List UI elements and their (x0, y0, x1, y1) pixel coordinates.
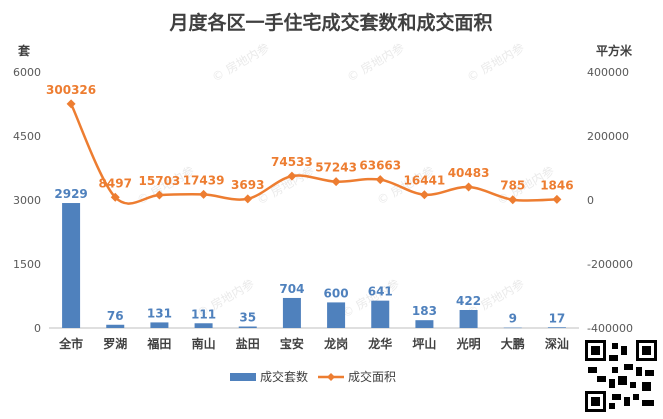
y-left-tick-label: 3000 (13, 194, 41, 207)
bar-data-label: 111 (191, 307, 216, 321)
qr-code-icon (585, 340, 657, 412)
bar-data-label: 131 (147, 306, 172, 320)
x-tick-label: 全市 (58, 336, 83, 351)
line-point-全市 (66, 99, 76, 109)
line-data-label: 300326 (46, 83, 96, 97)
x-tick-label: 深汕 (545, 336, 569, 351)
watermark: © 房地内参 (209, 40, 272, 85)
line-point-宝安 (287, 171, 297, 181)
line-data-label: 16441 (404, 174, 446, 188)
line-data-label: 15703 (139, 174, 181, 188)
line-data-label: 785 (500, 179, 525, 193)
bar-大鹏 (503, 327, 522, 329)
legend-line-label: 成交面积 (348, 369, 396, 384)
y-right-tick-label: 400000 (587, 66, 629, 79)
bar-南山 (194, 323, 213, 328)
bar-龙华 (371, 300, 390, 328)
line-series-path (69, 103, 557, 205)
x-tick-label: 光明 (456, 336, 481, 351)
line-data-label: 8497 (99, 176, 132, 190)
line-point-深汕 (552, 194, 562, 204)
y-right-tick-label: 200000 (587, 130, 629, 143)
line-data-label: 1846 (540, 178, 573, 192)
bar-data-label: 35 (239, 311, 256, 325)
legend-bar-swatch (230, 373, 256, 381)
x-tick-label: 宝安 (280, 336, 304, 351)
bar-光明 (459, 309, 478, 328)
bar-深汕 (547, 327, 566, 328)
x-tick-label: 龙岗 (324, 336, 348, 351)
line-point-福田 (154, 190, 164, 200)
line-point-罗湖 (110, 192, 120, 202)
bar-data-label: 600 (324, 286, 349, 300)
bar-全市 (62, 203, 81, 328)
y-left-tick-label: 4500 (13, 130, 41, 143)
bar-data-label: 641 (368, 285, 393, 299)
line-data-label: 63663 (359, 159, 401, 173)
bar-data-label: 2929 (54, 187, 87, 201)
x-tick-label: 罗湖 (103, 336, 127, 351)
x-tick-label: 福田 (146, 336, 171, 351)
line-data-label: 40483 (448, 166, 490, 180)
legend-line-marker (327, 373, 335, 381)
y-right-tick-label: -400000 (587, 322, 633, 335)
line-point-盐田 (243, 194, 253, 204)
watermark: © 房地内参 (344, 40, 407, 85)
x-tick-label: 大鹏 (501, 336, 525, 351)
x-tick-label: 坪山 (412, 336, 436, 351)
line-data-label: 74533 (271, 155, 313, 169)
line-data-label: 3693 (231, 178, 264, 192)
bar-data-label: 17 (549, 311, 566, 325)
bar-福田 (150, 322, 169, 328)
x-tick-label: 南山 (192, 336, 216, 351)
line-data-label: 57243 (315, 161, 357, 175)
y-right-tick-label: -200000 (587, 258, 633, 271)
bar-data-label: 76 (107, 309, 124, 323)
line-point-大鹏 (508, 195, 518, 205)
y-left-tick-label: 6000 (13, 66, 41, 79)
line-point-龙岗 (331, 177, 341, 187)
bar-罗湖 (106, 324, 125, 328)
chart-title: 月度各区一手住宅成交套数和成交面积 (168, 11, 492, 34)
bar-宝安 (282, 297, 301, 328)
bar-坪山 (415, 320, 434, 328)
x-tick-label: 盐田 (236, 336, 260, 351)
line-point-龙华 (375, 175, 385, 185)
y-left-unit: 套 (17, 43, 31, 58)
bar-data-label: 9 (509, 312, 517, 326)
line-point-光明 (464, 182, 474, 192)
watermark: © 房地内参 (464, 40, 527, 85)
y-left-tick-label: 1500 (13, 258, 41, 271)
x-tick-label: 龙华 (368, 336, 392, 351)
bar-龙岗 (327, 302, 346, 328)
y-right-unit: 平方米 (596, 43, 633, 58)
bar-data-label: 704 (279, 282, 304, 296)
bar-data-label: 183 (412, 304, 437, 318)
legend-bar-label: 成交套数 (260, 369, 308, 384)
bar-data-label: 422 (456, 294, 481, 308)
y-right-tick-label: 0 (587, 194, 594, 207)
bar-盐田 (238, 326, 257, 328)
line-point-南山 (199, 189, 209, 199)
line-data-label: 17439 (183, 173, 225, 187)
y-left-tick-label: 0 (34, 322, 41, 335)
line-point-坪山 (419, 190, 429, 200)
